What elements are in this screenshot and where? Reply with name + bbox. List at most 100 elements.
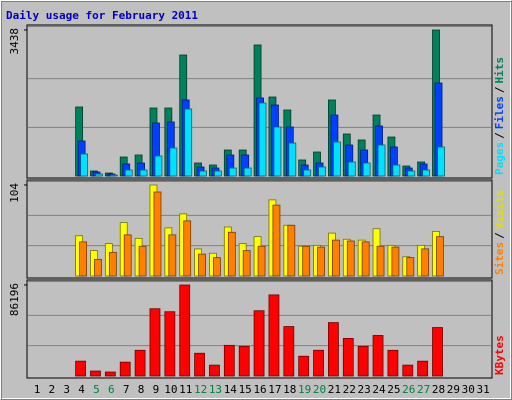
bar: [253, 310, 265, 377]
chart-title: Daily usage for February 2011: [6, 9, 198, 22]
x-tick-label: 28: [432, 383, 445, 396]
bar: [392, 164, 401, 177]
x-tick-label: 19: [298, 383, 311, 396]
x-tick-label: 10: [164, 383, 177, 396]
bar: [257, 245, 266, 277]
bar: [298, 355, 310, 377]
bar: [213, 257, 221, 277]
bar: [347, 161, 356, 177]
bar: [154, 155, 163, 177]
x-tick-label: 8: [138, 383, 145, 396]
bar: [199, 170, 207, 177]
y-tick-label: 104: [8, 183, 21, 203]
bar: [406, 257, 415, 277]
x-tick-label: 7: [123, 383, 130, 396]
bar: [198, 253, 206, 277]
bar: [238, 345, 250, 377]
bar: [79, 241, 88, 277]
x-tick-label: 13: [209, 383, 222, 396]
bar: [243, 167, 252, 177]
x-tick-label: 12: [194, 383, 207, 396]
bar: [273, 126, 282, 177]
bar: [332, 239, 340, 277]
bar: [432, 327, 443, 377]
legend: KBytes: [493, 335, 506, 375]
x-tick-label: 5: [93, 383, 100, 396]
bar: [228, 167, 237, 177]
legend-entry: KBytes: [493, 335, 506, 375]
bar: [391, 246, 400, 277]
bar: [357, 345, 369, 377]
bar: [287, 224, 296, 277]
bar: [436, 236, 444, 277]
bar: [104, 371, 116, 377]
legend-separator: /: [493, 86, 506, 93]
x-tick-label: 1: [34, 383, 41, 396]
bar: [95, 173, 103, 177]
bar: [124, 169, 133, 177]
y-tick-label: 3438: [8, 28, 21, 55]
bar: [303, 169, 312, 177]
bar: [402, 364, 414, 377]
x-tick-label: 6: [108, 383, 115, 396]
legend-entry: Pages: [493, 142, 506, 175]
bar: [149, 308, 161, 377]
x-tick-label: 24: [372, 383, 386, 396]
bar: [417, 360, 429, 377]
bar: [372, 335, 384, 377]
bar: [138, 245, 147, 277]
bar: [318, 166, 326, 177]
bar: [362, 162, 371, 177]
x-tick-label: 25: [387, 383, 400, 396]
bar: [272, 204, 281, 277]
bar: [119, 361, 131, 377]
bar: [94, 258, 102, 277]
bar: [134, 349, 146, 377]
bar: [387, 349, 399, 377]
legend-separator: /: [493, 232, 506, 239]
x-tick-label: 15: [239, 383, 252, 396]
bar: [346, 240, 355, 277]
x-tick-label: 18: [283, 383, 296, 396]
legend: Sites / Visits: [493, 190, 506, 276]
bar: [227, 231, 236, 277]
legend-entry: Sites: [493, 242, 506, 275]
x-tick-label: 23: [358, 383, 371, 396]
bar: [75, 360, 87, 377]
x-tick-label: 3: [63, 383, 70, 396]
bar: [302, 245, 311, 277]
x-tick-label: 16: [253, 383, 266, 396]
bar: [164, 311, 176, 377]
legend-entry: Visits: [493, 190, 506, 230]
bar: [288, 142, 297, 177]
bar: [313, 349, 324, 377]
legend: Pages / Files / Hits: [493, 57, 506, 175]
bar: [90, 370, 101, 377]
bar: [333, 141, 341, 177]
bar: [108, 251, 117, 277]
legend-separator: /: [493, 132, 506, 139]
bar: [223, 344, 235, 377]
bar: [317, 246, 325, 277]
bar: [342, 338, 354, 377]
bar: [421, 248, 430, 277]
x-tick-label: 9: [153, 383, 160, 396]
bar: [80, 153, 89, 177]
bar: [209, 364, 220, 377]
bar: [376, 245, 385, 277]
bar: [214, 170, 222, 177]
bar: [328, 322, 339, 377]
x-tick-label: 20: [313, 383, 326, 396]
bar: [109, 174, 118, 177]
x-tick-label: 14: [224, 383, 238, 396]
bar: [258, 102, 267, 177]
x-tick-label: 22: [343, 383, 356, 396]
bar: [422, 169, 431, 177]
x-tick-label: 11: [179, 383, 192, 396]
bar: [437, 146, 445, 177]
bar: [283, 326, 295, 377]
x-tick-label: 27: [417, 383, 430, 396]
bar: [194, 352, 205, 377]
